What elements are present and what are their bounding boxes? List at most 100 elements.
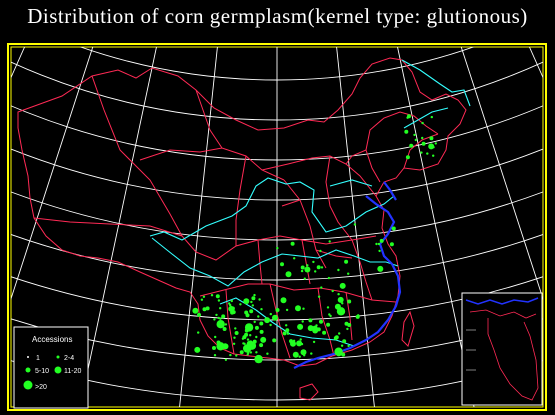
accession-point	[249, 334, 252, 337]
accession-point	[202, 295, 206, 298]
accession-point	[228, 302, 231, 305]
accession-point	[248, 340, 253, 345]
accession-point	[379, 238, 384, 243]
accession-point	[432, 154, 435, 157]
accession-point	[280, 297, 287, 304]
legend-marker-2-4	[56, 355, 60, 359]
accession-point	[312, 327, 319, 334]
accession-point	[377, 265, 384, 272]
accession-point	[312, 340, 316, 344]
accession-point	[253, 293, 256, 297]
accession-point	[285, 328, 290, 333]
accession-point	[216, 320, 225, 329]
parallel-line	[79, 47, 475, 81]
accession-point	[341, 352, 346, 357]
inset-map	[461, 292, 543, 406]
legend-label-2-4: 2-4	[64, 355, 74, 362]
accession-point	[342, 339, 347, 344]
accession-point	[245, 313, 250, 318]
legend-marker-11-20	[54, 366, 62, 374]
accession-point	[414, 138, 417, 142]
provincial-borders	[17, 57, 467, 401]
accession-point	[406, 116, 409, 119]
accession-point	[339, 282, 346, 289]
accession-point	[347, 344, 350, 348]
accession-point	[322, 330, 327, 335]
accession-point	[292, 339, 296, 342]
accession-point	[290, 241, 295, 246]
accession-point	[391, 226, 396, 231]
accession-point	[312, 260, 315, 264]
accession-point	[295, 305, 301, 312]
accession-point	[219, 317, 222, 320]
accession-point	[375, 242, 378, 246]
accession-point	[215, 313, 218, 317]
accession-point	[302, 307, 305, 310]
accession-point	[426, 152, 429, 155]
accession-point	[300, 265, 305, 270]
accession-point	[308, 318, 313, 323]
accession-point	[334, 347, 343, 356]
accession-point	[429, 136, 434, 141]
accession-point	[197, 331, 200, 334]
accession-point	[319, 249, 322, 253]
accession-point	[378, 249, 381, 253]
accession-point	[230, 299, 233, 303]
parallel-line	[11, 233, 543, 281]
accession-point	[299, 338, 302, 341]
accession-point	[293, 257, 296, 260]
accession-point	[234, 327, 237, 330]
accession-point	[264, 317, 271, 324]
accession-point	[434, 142, 437, 145]
accession-point	[200, 298, 204, 301]
accession-point	[327, 276, 331, 280]
accession-point	[405, 155, 410, 160]
accession-point	[276, 246, 279, 250]
accession-point	[266, 352, 269, 355]
accession-point	[297, 323, 304, 330]
accession-point	[260, 336, 267, 343]
legend-box	[13, 326, 89, 409]
meridian-line	[528, 47, 543, 79]
accession-point	[347, 299, 352, 304]
accession-point	[282, 331, 287, 336]
accession-point	[319, 319, 323, 324]
accession-point	[251, 296, 256, 301]
accession-point	[224, 358, 228, 361]
accession-point	[301, 320, 304, 323]
legend: Accessions 1 2-4 5-10 11-20 >20	[13, 326, 89, 409]
accession-point	[259, 329, 264, 334]
heilong-river	[401, 59, 471, 107]
accession-point	[213, 318, 216, 321]
accession-point	[255, 335, 258, 339]
accession-point	[244, 328, 249, 333]
accession-point	[285, 271, 292, 278]
accession-point	[257, 315, 260, 318]
accession-point	[210, 294, 214, 297]
accession-point	[298, 355, 301, 358]
accession-point	[314, 270, 317, 273]
accession-point	[213, 354, 217, 357]
accession-point	[239, 303, 242, 306]
accession-point	[316, 265, 321, 270]
accession-point	[215, 294, 220, 299]
accession-point	[233, 336, 236, 339]
accession-point	[252, 345, 255, 348]
accession-point	[197, 312, 201, 317]
accession-point	[254, 354, 263, 364]
accession-point	[249, 351, 253, 354]
accession-point	[285, 308, 289, 312]
accession-point	[243, 298, 250, 305]
accession-point	[214, 335, 217, 339]
accession-point	[347, 272, 350, 275]
map-frame	[7, 43, 547, 411]
accession-point	[342, 310, 345, 313]
accession-point	[222, 327, 227, 331]
accession-point	[260, 308, 263, 311]
accession-point	[224, 323, 228, 326]
accession-point	[377, 242, 381, 246]
meridian-line	[79, 47, 157, 407]
accession-point	[212, 346, 216, 350]
